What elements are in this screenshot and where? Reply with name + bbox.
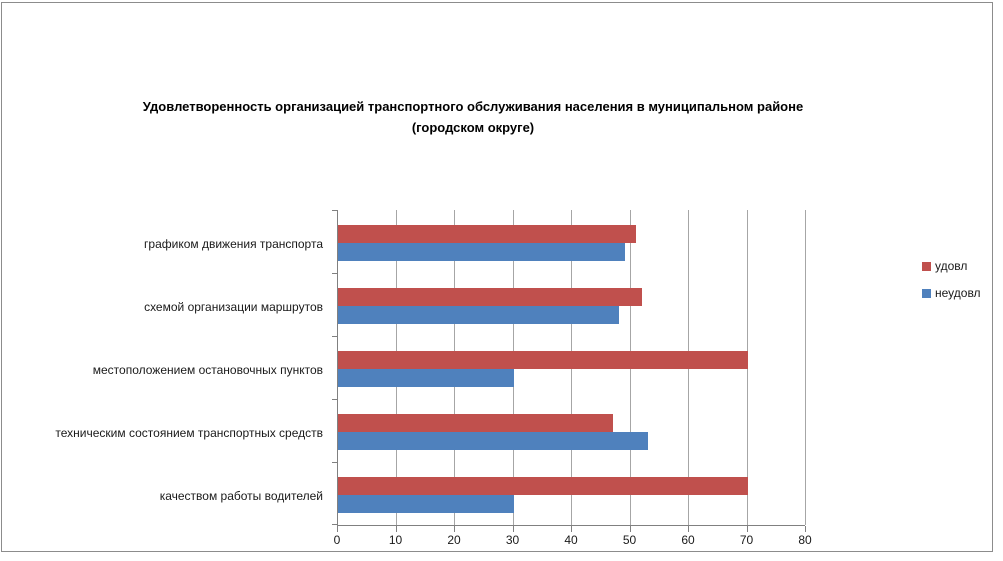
- value-axis-tick: [395, 526, 397, 532]
- category-axis-tick: [332, 524, 337, 525]
- bar-neudovl: [338, 243, 625, 261]
- category-label: схемой организации маршрутов: [144, 300, 323, 314]
- category-label: местоположением остановочных пунктов: [92, 363, 323, 377]
- bar-udovl: [338, 477, 748, 495]
- value-axis-tick-label: 40: [564, 533, 578, 547]
- value-axis-tick: [454, 526, 455, 532]
- legend: удовл неудовл: [922, 259, 981, 313]
- gridline: [805, 210, 806, 525]
- value-axis-tick: [337, 526, 338, 532]
- category-axis-tick: [332, 462, 337, 463]
- category-label: качеством работы водителей: [159, 489, 323, 503]
- chart-title: Удовлетворенность организацией транспорт…: [0, 96, 946, 138]
- value-axis-tick-label: 0: [333, 533, 341, 547]
- chart-title-line1: Удовлетворенность организацией транспорт…: [142, 99, 804, 114]
- value-axis-tick: [512, 526, 514, 532]
- value-axis-tick-label: 50: [622, 533, 637, 547]
- legend-swatch-udovl: [922, 261, 931, 271]
- bar-udovl: [338, 414, 613, 432]
- category-axis-tick: [332, 399, 337, 400]
- category-axis-tick: [332, 336, 337, 337]
- value-axis-tick: [746, 526, 748, 532]
- category-label: техническим состоянием транспортных сред…: [55, 426, 323, 440]
- value-axis-tick-label: 10: [388, 533, 403, 547]
- bar-neudovl: [338, 306, 619, 324]
- bar-udovl: [338, 351, 748, 369]
- bar-udovl: [338, 288, 643, 306]
- bar-udovl: [338, 225, 637, 243]
- category-axis-labels: графиком движения транспорта схемой орган…: [0, 210, 330, 525]
- category-axis-tick: [332, 273, 337, 274]
- value-axis-tick-label: 80: [798, 533, 812, 547]
- value-axis-tick: [688, 526, 689, 532]
- value-axis-tick: [571, 526, 572, 532]
- chart-frame-border: [1, 2, 993, 552]
- legend-label: удовл: [935, 259, 968, 273]
- value-axis-tick: [805, 526, 806, 532]
- category-label: графиком движения транспорта: [144, 237, 323, 251]
- legend-label: неудовл: [935, 286, 981, 300]
- value-axis-tick-label: 60: [681, 533, 695, 547]
- legend-item-udovl: удовл: [922, 259, 981, 273]
- value-axis-tick-label: 70: [739, 533, 754, 547]
- bar-neudovl: [338, 495, 514, 513]
- legend-swatch-neudovl: [922, 288, 931, 298]
- value-axis-labels: 0 10 20 30 40 50 60 70 80: [0, 533, 1003, 549]
- bar-neudovl: [338, 432, 649, 450]
- value-axis-tick-label: 20: [447, 533, 461, 547]
- value-axis-tick-label: 30: [505, 533, 520, 547]
- value-axis-tick: [629, 526, 631, 532]
- plot-area: [332, 210, 806, 532]
- category-axis-tick: [332, 210, 337, 211]
- value-axis-line: [337, 525, 805, 526]
- chart-title-line2: (городском округе): [411, 120, 535, 135]
- category-axis-line: [337, 210, 338, 525]
- legend-item-neudovl: неудовл: [922, 286, 981, 300]
- bar-neudovl: [338, 369, 514, 387]
